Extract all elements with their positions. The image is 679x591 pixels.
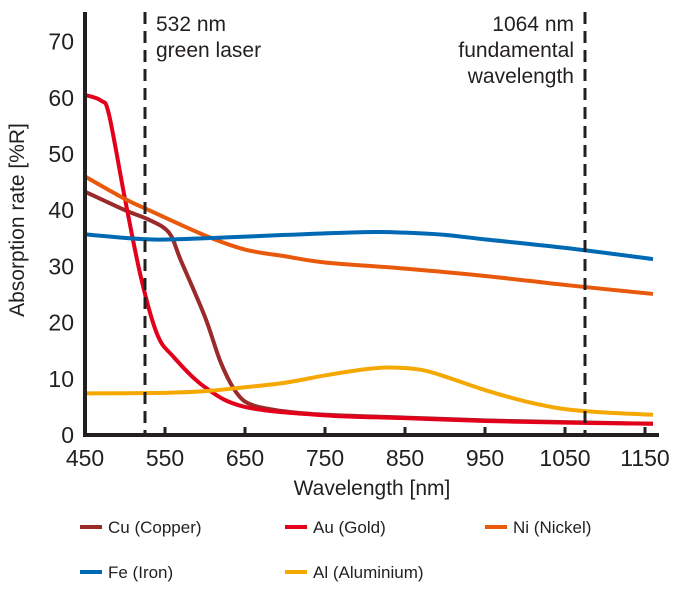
legend-label: Au (Gold) [313,518,386,537]
x-tick-label: 450 [66,445,104,471]
x-tick-label: 850 [386,445,424,471]
y-tick-label: 40 [48,197,74,223]
series-lines [84,93,654,426]
legend-label: Cu (Copper) [108,518,202,537]
series-cu [84,189,654,426]
y-tick-label: 70 [48,29,74,55]
y-tick-label: 10 [48,366,74,392]
wavelength-markers: 532 nm green laser 1064 nm fundamental wavel… [143,12,587,433]
series-fe [84,229,654,262]
marker-label: 1064 nm [492,13,574,36]
x-tick-label: 1050 [539,445,590,471]
y-tick-label: 50 [48,141,74,167]
ticks: 450 550 650 750 850 950 1050 1150 0 10 20 30 40 50 60 7… [48,29,669,471]
series-al [84,365,654,417]
x-tick-label: 550 [146,445,184,471]
y-axis-label: Absorption rate [%R] [6,123,29,317]
legend: Cu (Copper) Au (Gold) Ni (Nickel) Fe (Iron)… [80,518,591,582]
marker-label: fundamental [458,39,574,62]
series-ni [84,174,654,296]
marker-label: wavelength [467,65,574,88]
y-tick-label: 60 [48,85,74,111]
y-tick-label: 20 [48,310,74,336]
x-tick-label: 750 [306,445,344,471]
x-tick-label: 950 [466,445,504,471]
legend-label: Ni (Nickel) [513,518,591,537]
legend-label: Fe (Iron) [108,563,173,582]
y-tick-label: 0 [61,422,74,448]
x-axis-label: Wavelength [nm] [294,477,451,500]
y-tick-label: 30 [48,253,74,279]
x-tick-label: 650 [226,445,264,471]
marker-label: 532 nm [156,13,226,36]
marker-label: green laser [156,39,261,62]
x-tick-label: 1150 [620,445,669,471]
series-au [84,93,654,426]
axes [83,12,659,437]
legend-label: Al (Aluminium) [313,563,424,582]
